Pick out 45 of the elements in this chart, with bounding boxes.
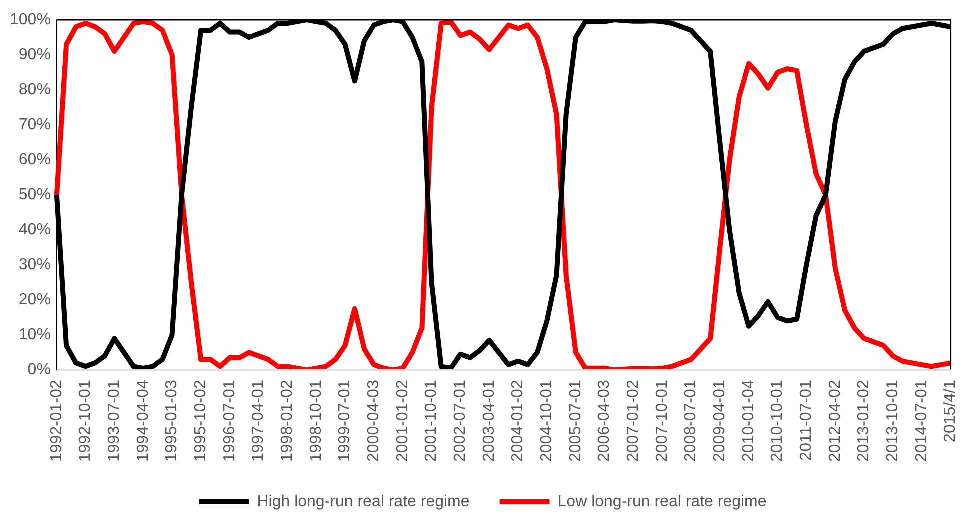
x-tick-label: 1999-07-01 [336,380,354,462]
y-tick-label: 50% [18,186,51,204]
x-tick-label: 2007-01-02 [625,380,642,462]
x-tick-label: 1998-01-02 [279,380,296,462]
legend-label: High long-run real rate regime [257,493,470,510]
y-tick-label: 40% [18,222,51,238]
x-tick-label: 2007-10-01 [654,380,671,462]
x-tick-label: 1995-10-02 [192,380,210,462]
x-tick-label: 1995-01-03 [164,380,181,462]
y-tick-label: 60% [18,151,51,168]
x-tick-label: 2013-01-02 [856,380,873,462]
x-tick-label: 2008-07-01 [682,380,700,462]
x-tick-label: 1998-10-01 [308,380,325,462]
y-tick-label: 30% [18,256,51,274]
x-tick-label: 2012-04-02 [826,380,844,462]
y-tick-label: 20% [18,292,51,309]
x-tick-label: 2006-04-03 [596,380,614,462]
x-tick-label: 2009-04-01 [712,380,729,462]
x-tick-label: 2014-07-01 [913,380,930,462]
x-tick-label: 2003-04-01 [480,380,498,462]
y-tick-label: 80% [18,81,51,98]
y-tick-label: 10% [18,326,51,344]
x-tick-label: 2001-10-01 [423,380,440,462]
x-tick-label: 2010-01-04 [740,380,758,462]
x-tick-label: 2001-01-02 [394,380,412,462]
x-tick-label: 2000-04-03 [366,380,383,462]
x-tick-label: 2010-10-01 [769,380,786,462]
x-tick-label: 2013-10-01 [884,380,902,462]
x-tick-label: 1996-07-01 [221,380,238,462]
y-tick-label: 100% [10,11,51,28]
x-tick-label: 2015/4/1 [942,380,960,442]
x-tick-label: 2005-07-01 [567,380,584,462]
x-tick-label: 2011-07-01 [798,380,816,461]
x-tick-label: 1997-04-01 [250,380,268,462]
x-tick-label: 1993-07-01 [106,380,123,462]
y-tick-label: 90% [18,46,51,64]
y-tick-label: 70% [18,116,51,134]
x-tick-label: 1992-01-02 [48,380,66,462]
x-tick-label: 1992-10-01 [77,380,94,462]
legend-label: Low long-run real rate regime [558,493,767,510]
x-tick-label: 1994-04-04 [134,380,152,462]
x-tick-label: 2004-10-01 [538,380,556,462]
y-tick-label: 0% [28,362,51,379]
x-tick-label: 2004-01-02 [510,380,527,462]
x-tick-label: 2002-07-01 [452,380,470,462]
